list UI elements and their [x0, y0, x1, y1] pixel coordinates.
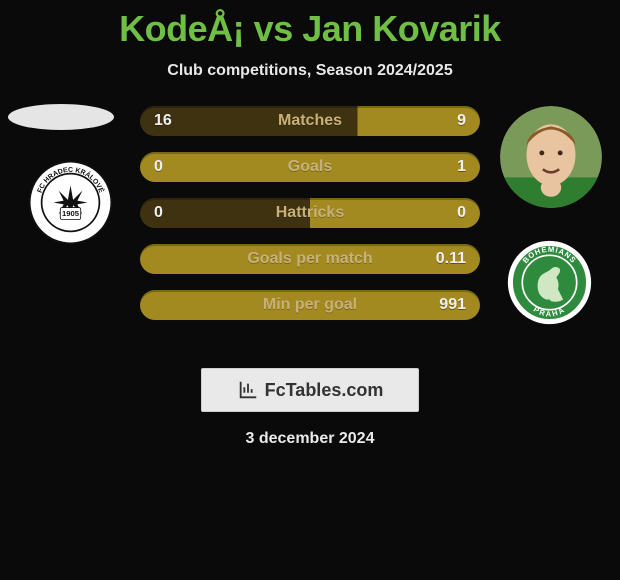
- brand-badge: FcTables.com: [201, 368, 419, 412]
- stat-label: Min per goal: [140, 296, 480, 314]
- stat-label: Goals per match: [140, 250, 480, 268]
- title-sep: vs: [244, 8, 302, 49]
- comparison-stage: FC HRADEC KRÁLOVÉ 1905 BOHEMIANS PRAHA: [0, 98, 620, 358]
- stat-row-goals: 0Goals1: [140, 152, 480, 182]
- crest-left-year: 1905: [62, 209, 80, 218]
- stat-label: Goals: [140, 158, 480, 176]
- stat-row-goals-per-match: Goals per match0.11: [140, 244, 480, 274]
- stat-label: Hattricks: [140, 204, 480, 222]
- player-left-avatar: [8, 104, 114, 130]
- title-left: KodeÅ¡: [119, 8, 244, 49]
- stat-left-value: 0: [154, 158, 163, 176]
- subtitle: Club competitions, Season 2024/2025: [0, 62, 620, 80]
- player-right-avatar: [500, 106, 602, 208]
- stat-left-value: 0: [154, 204, 163, 222]
- club-crest-right: BOHEMIANS PRAHA: [507, 240, 592, 325]
- chart-icon: [237, 379, 259, 401]
- stat-right-value: 1: [457, 158, 466, 176]
- stat-rows: 16Matches90Goals10Hattricks0Goals per ma…: [140, 106, 480, 336]
- stat-row-min-per-goal: Min per goal991: [140, 290, 480, 320]
- stat-right-value: 991: [439, 296, 466, 314]
- brand-text: FcTables.com: [265, 380, 384, 401]
- stat-right-value: 0.11: [436, 250, 466, 268]
- page-title: KodeÅ¡ vs Jan Kovarik: [0, 8, 620, 50]
- stat-right-value: 9: [457, 112, 466, 130]
- stat-left-value: 16: [154, 112, 172, 130]
- stat-row-matches: 16Matches9: [140, 106, 480, 136]
- title-right: Jan Kovarik: [302, 8, 501, 49]
- stat-label: Matches: [140, 112, 480, 130]
- stat-row-hattricks: 0Hattricks0: [140, 198, 480, 228]
- stat-right-value: 0: [457, 204, 466, 222]
- club-crest-left: FC HRADEC KRÁLOVÉ 1905: [28, 160, 113, 245]
- footer-date: 3 december 2024: [0, 430, 620, 448]
